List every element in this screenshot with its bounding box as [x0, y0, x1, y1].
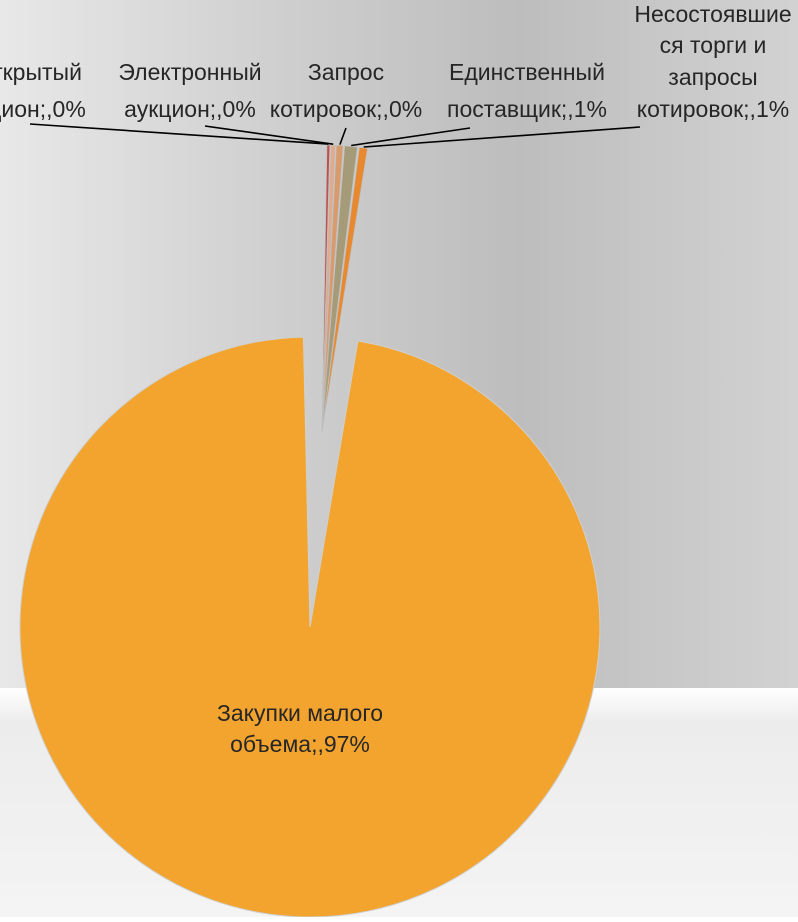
pie-slice-открытый-аукцион	[321, 144, 331, 433]
data-label-закупки-малого-объема: Закупки малого объема;,97%	[217, 700, 383, 757]
data-label-открытый-аукцион: ткрытыйцион;,0%	[0, 59, 86, 122]
pie-slice-запрос-котировок	[321, 145, 344, 433]
leader-line-открытый-аукцион	[29, 123, 329, 145]
pie-slice-электронный-аукцион	[321, 144, 336, 433]
leader-line-единственный-поставщик	[351, 127, 471, 147]
pie-slice-несостоявшиеся-торги-и-запросы-котировок	[321, 147, 368, 433]
pie-slice-закупки-малого-объема	[19, 336, 601, 918]
data-label-единственный-поставщик: Единственный поставщик;,1%	[447, 59, 607, 122]
leader-line-электронный-аукцион	[204, 125, 334, 145]
data-label-несостоявшиеся-торги-и-запросы-котировок: Несостоявшие ся торги и запросы котировок;,…	[634, 1, 791, 122]
leader-line-запрос-котировок	[339, 127, 347, 145]
data-label-запрос-котировок: Запрос котировок;,0%	[270, 59, 422, 122]
leader-line-несостоявшиеся-торги-и-запросы-котировок	[363, 126, 641, 148]
data-label-электронный-аукцион: Электронный аукцион;,0%	[118, 59, 261, 122]
pie-slice-единственный-поставщик	[321, 145, 358, 433]
